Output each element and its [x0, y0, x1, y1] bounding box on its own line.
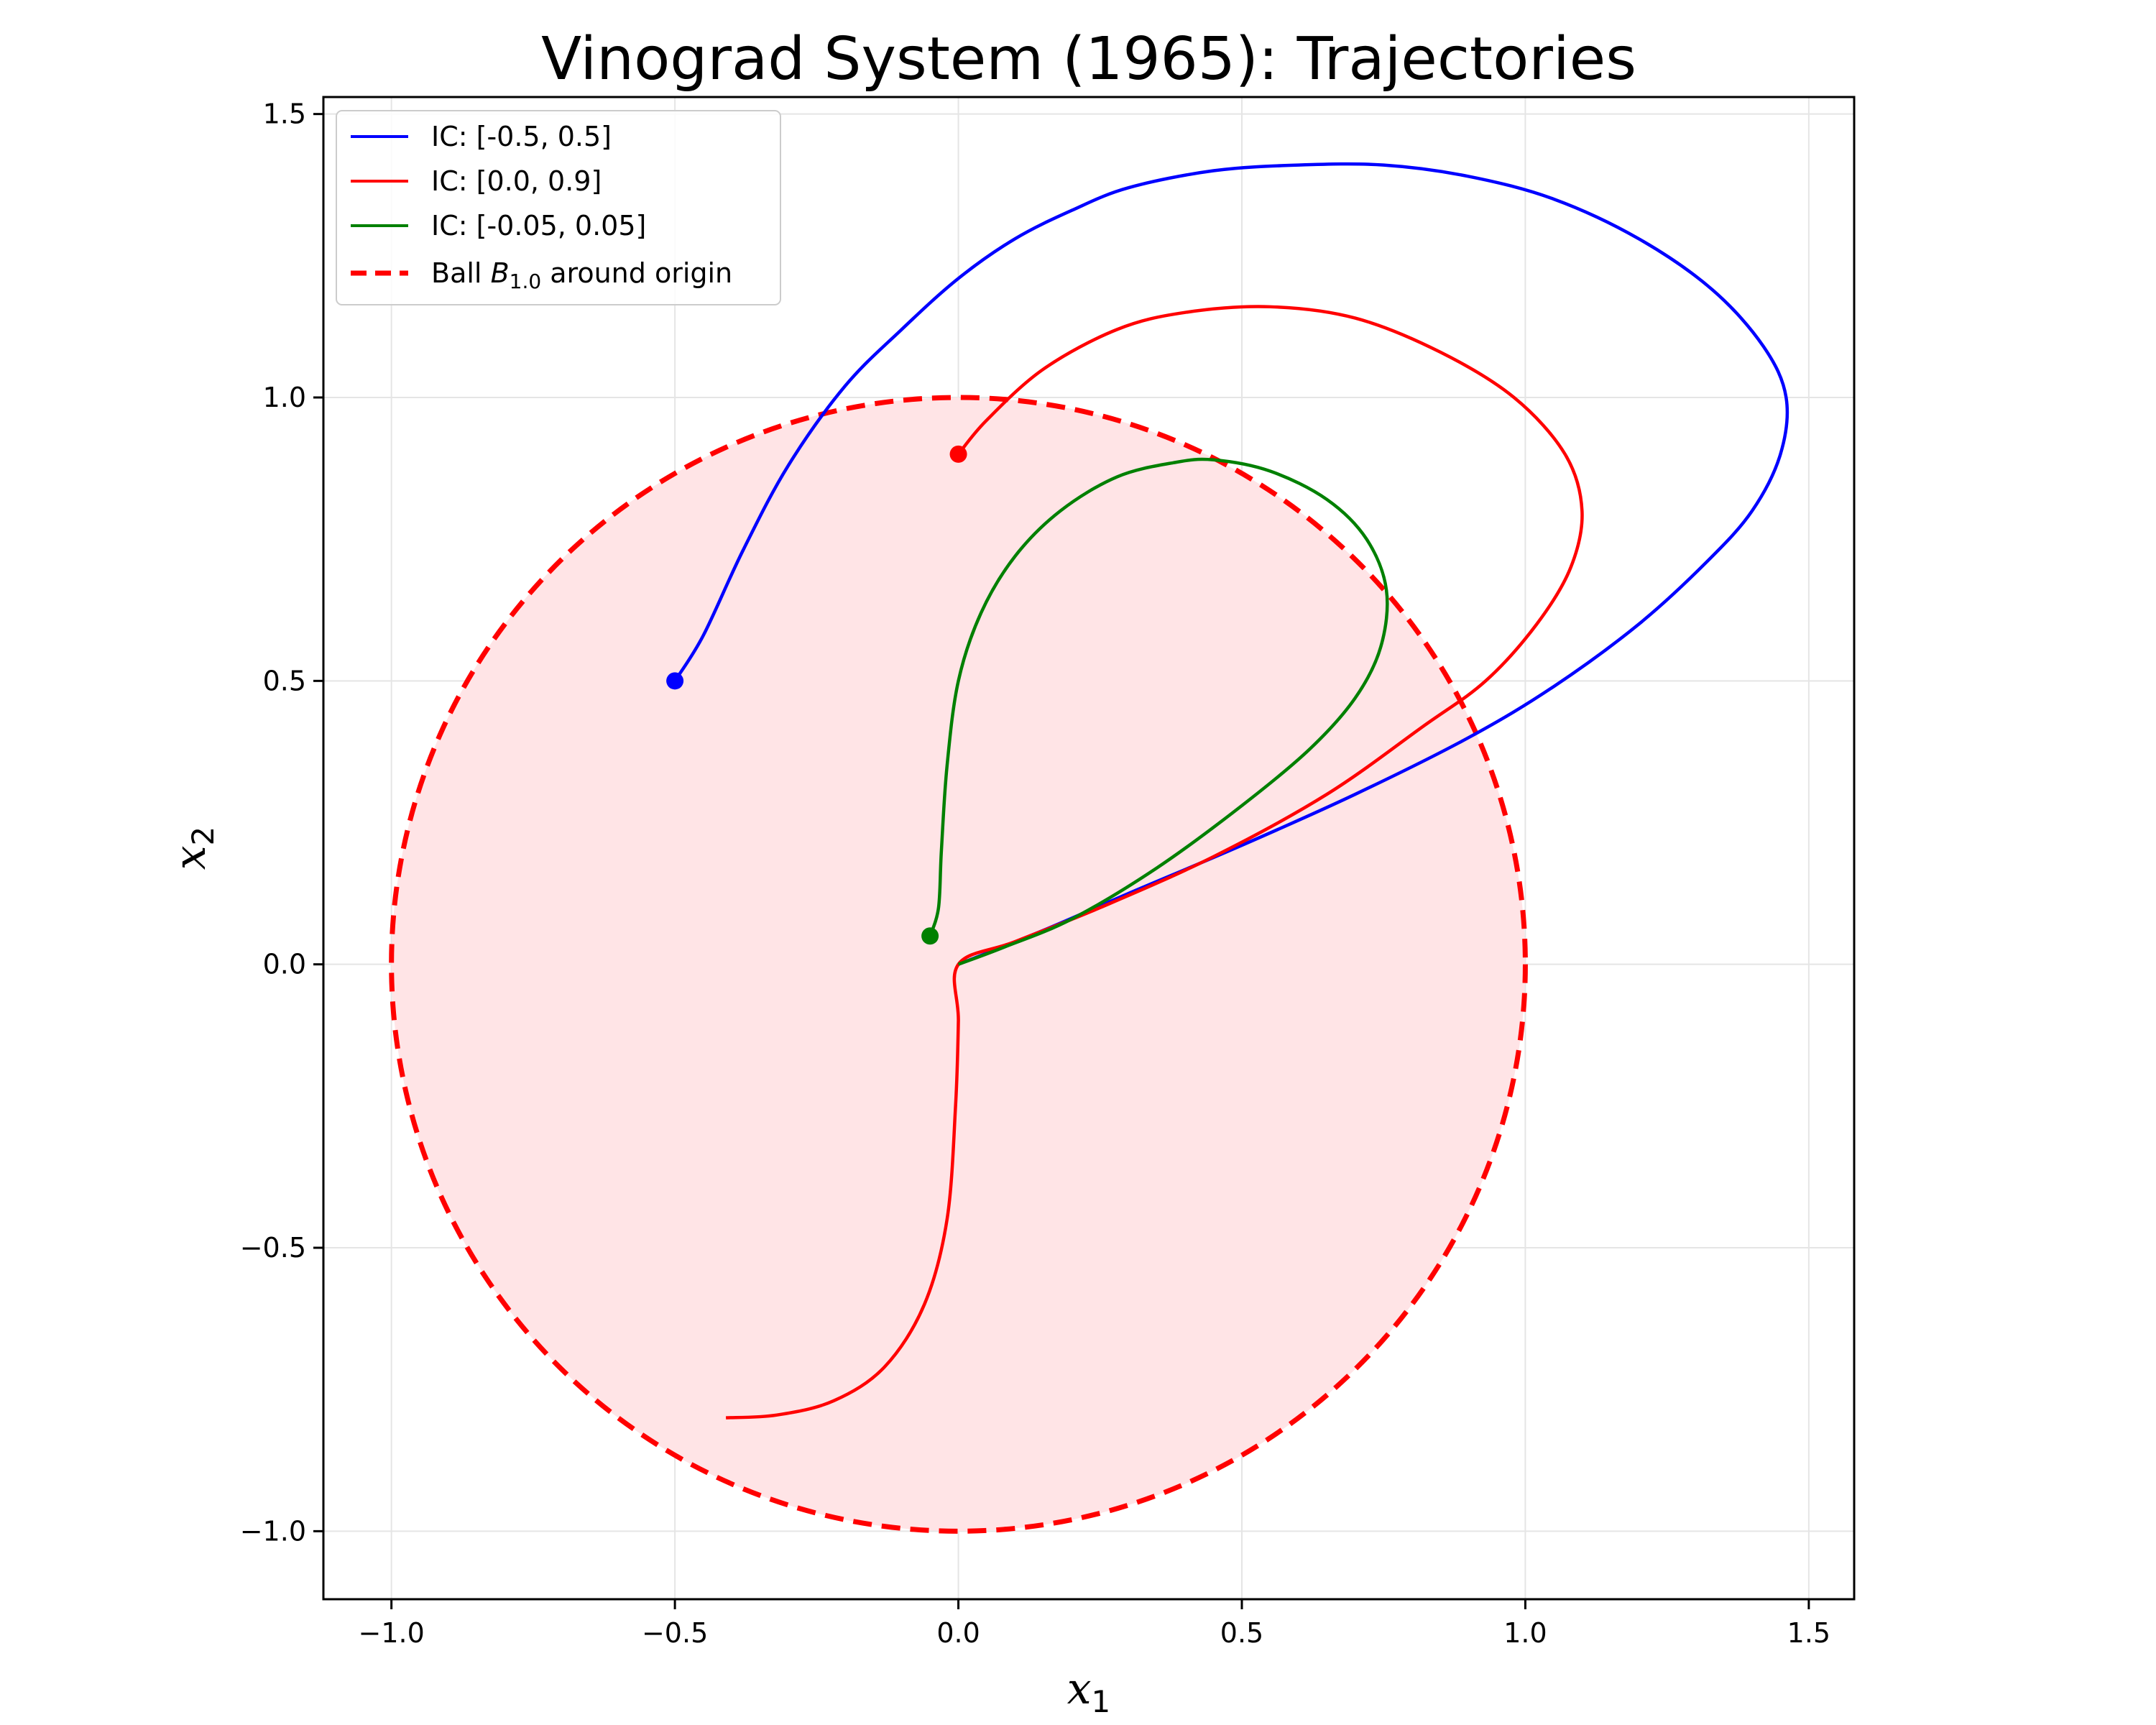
y-tick-label: 1.0	[263, 382, 306, 413]
y-axis-label: x2	[165, 827, 221, 870]
x-axis-label: x1	[1067, 1664, 1111, 1719]
legend-label-ball: Ball B1.0 around origin	[431, 257, 732, 293]
series-line	[928, 457, 1389, 966]
x-tick-label: 1.5	[1787, 1617, 1830, 1649]
x-tick-label: −0.5	[642, 1617, 708, 1649]
axes	[322, 96, 1856, 1601]
legend-label: IC: [-0.5, 0.5]	[431, 121, 612, 152]
x-tick-label: −1.0	[359, 1617, 425, 1649]
legend-label: IC: [-0.05, 0.05]	[431, 210, 646, 242]
start-point-marker	[921, 927, 939, 945]
series-layer	[666, 162, 1789, 1420]
ball-boundary	[389, 395, 1528, 1534]
start-point-marker	[949, 445, 967, 463]
legend-frame	[336, 110, 781, 305]
x-tick-label: 1.0	[1503, 1617, 1547, 1649]
x-tick-label: 0.0	[936, 1617, 980, 1649]
y-tick-label: −1.0	[240, 1515, 306, 1547]
legend: IC: [-0.5, 0.5] IC: [0.0, 0.9] IC: [-0.0…	[336, 110, 781, 305]
series-line	[725, 305, 1584, 1420]
legend-label: IC: [0.0, 0.9]	[431, 165, 602, 197]
axes-frame	[322, 96, 1856, 1601]
start-point-marker	[666, 672, 684, 690]
x-tick-label: 0.5	[1220, 1617, 1263, 1649]
y-tick-label: 1.5	[263, 98, 306, 130]
ticks: −1.0 −0.5 0.0 0.5 1.0 1.5 −1.0 −0.5 0.0 0.5 1.0 1.5	[240, 98, 1830, 1649]
series-line	[673, 162, 1789, 966]
chart-title: Vinograd System (1965): Trajectories	[541, 25, 1636, 93]
y-tick-label: −0.5	[240, 1232, 306, 1264]
y-tick-label: 0.0	[263, 949, 306, 980]
x-axis-label-subscript: 1	[1092, 1684, 1111, 1719]
y-axis-label-subscript: 2	[185, 827, 221, 846]
y-tick-label: 0.5	[263, 665, 306, 696]
